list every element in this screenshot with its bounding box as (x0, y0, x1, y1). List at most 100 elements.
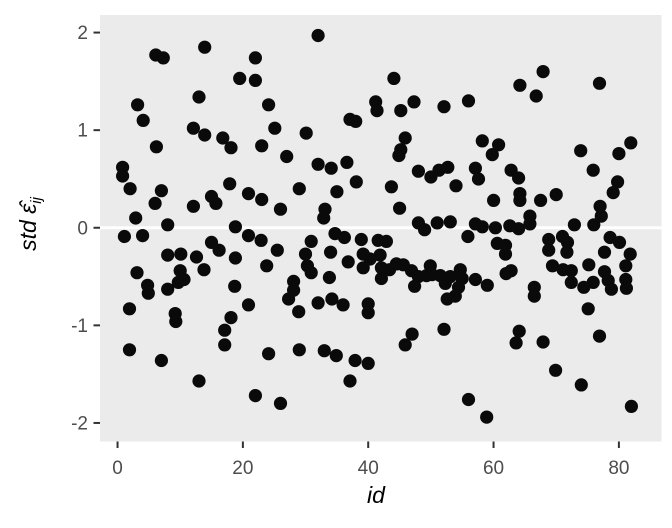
data-point (461, 94, 476, 108)
data-point (624, 136, 638, 150)
data-point (612, 147, 626, 161)
data-point (299, 126, 313, 140)
data-point (527, 289, 541, 303)
data-point (443, 270, 457, 284)
data-point (131, 98, 145, 112)
data-point (418, 223, 432, 237)
data-point (560, 235, 575, 249)
data-point (255, 139, 269, 153)
data-point (586, 275, 600, 289)
data-point (228, 279, 242, 293)
data-point (223, 177, 237, 191)
data-point (582, 258, 596, 272)
y-axis-title: std ε̂ij (15, 196, 45, 251)
data-point (361, 306, 375, 320)
data-point (461, 392, 476, 407)
data-point (148, 196, 162, 210)
data-point (224, 311, 238, 325)
data-point (348, 353, 362, 368)
data-point (560, 245, 574, 259)
data-point (273, 396, 288, 410)
data-point (117, 229, 131, 244)
data-point (536, 335, 550, 349)
data-point (392, 148, 406, 163)
data-point (612, 235, 627, 249)
data-point (393, 201, 407, 215)
y-axis-title-std: std (15, 214, 41, 251)
data-point (122, 343, 137, 357)
data-point (581, 302, 595, 316)
data-point (619, 281, 634, 295)
data-point (398, 131, 412, 145)
data-point (218, 323, 232, 337)
data-point (405, 327, 419, 341)
data-point (611, 175, 625, 189)
data-point (122, 302, 137, 316)
data-point (254, 233, 268, 247)
data-point (586, 163, 600, 177)
data-point (471, 172, 486, 186)
data-point (233, 71, 247, 85)
data-point (270, 243, 284, 257)
y-tick-label: -2 (71, 413, 88, 434)
x-tick-label: 60 (483, 458, 504, 479)
data-point (123, 182, 137, 196)
data-point (529, 89, 543, 103)
y-tick-label: 0 (77, 218, 88, 239)
data-point (373, 248, 387, 262)
data-point (298, 247, 313, 261)
axis-tick-layer: 0 20 40 60 80 -2 -1 0 1 2 (71, 23, 629, 479)
data-point (149, 140, 163, 154)
data-point (304, 266, 318, 280)
data-point (512, 324, 526, 338)
data-point (448, 289, 462, 303)
data-point (623, 247, 637, 261)
data-point (549, 188, 563, 202)
data-point (384, 180, 398, 194)
data-point (330, 185, 344, 199)
data-point (545, 259, 560, 273)
data-point (260, 259, 274, 273)
data-point (394, 104, 408, 118)
data-point (304, 234, 318, 248)
data-point (542, 232, 556, 247)
data-point (574, 378, 588, 392)
data-point (370, 104, 384, 118)
data-point (408, 279, 422, 293)
data-point (268, 121, 282, 135)
x-tick-label: 80 (608, 458, 629, 479)
data-point (592, 329, 607, 343)
data-point (273, 202, 288, 216)
data-point (174, 247, 188, 261)
data-point (324, 245, 338, 259)
data-point (224, 141, 238, 155)
data-point (374, 271, 388, 286)
data-point (311, 157, 325, 171)
data-point (161, 282, 175, 296)
y-tick-label: 2 (77, 23, 88, 44)
data-point (129, 211, 143, 225)
data-point (311, 28, 325, 43)
data-point (154, 353, 168, 368)
data-point (398, 338, 412, 352)
data-point (542, 243, 556, 257)
data-point (411, 164, 425, 178)
data-point (212, 243, 226, 257)
data-point (262, 347, 276, 361)
data-point (498, 247, 513, 261)
data-point (511, 171, 526, 185)
data-point (606, 186, 620, 200)
plot-panel-layer (100, 15, 662, 442)
data-point (292, 305, 306, 319)
data-point (523, 217, 537, 231)
x-axis-title: id (367, 482, 386, 508)
data-point (349, 114, 363, 128)
data-point (492, 138, 506, 152)
data-point (241, 187, 256, 201)
data-point (228, 220, 242, 234)
data-point (349, 175, 363, 189)
data-point (363, 252, 377, 266)
y-axis-title-subscript: ij (28, 196, 45, 203)
data-point (186, 121, 200, 135)
